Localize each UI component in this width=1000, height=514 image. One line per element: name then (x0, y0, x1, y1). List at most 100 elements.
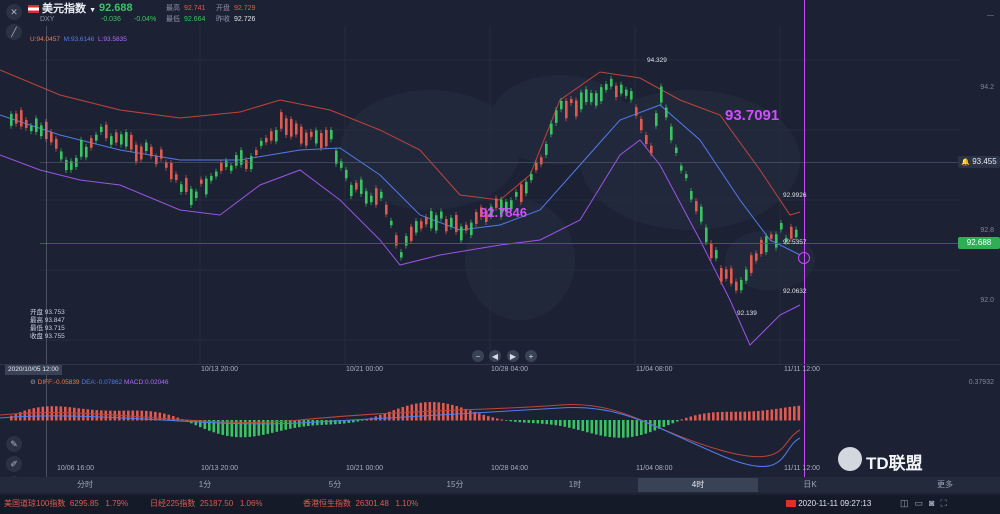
macd-histogram-bar (730, 411, 733, 421)
ticker-name: 香港恒生指数 (303, 499, 351, 508)
bollinger-legend[interactable]: U:94.0457 M:93.6146 L:93.5835 (30, 36, 127, 44)
macd-histogram-bar (284, 420, 288, 430)
tab-timeframe-1min[interactable]: 1分 (198, 480, 212, 489)
bollinger-lower-band (0, 139, 801, 346)
candle-body (55, 138, 58, 149)
fullscreen-icon[interactable]: ⛶ (940, 498, 953, 508)
date-axis-3: 10/21 00:00 (346, 366, 383, 373)
tab-timeframe-5min[interactable]: 5分 (328, 480, 342, 489)
candle-body (335, 150, 338, 164)
ticker-item[interactable]: 香港恒生指数 26301.48 1.10% (303, 497, 418, 511)
macd-histogram-bar (293, 420, 297, 428)
candle-body (210, 175, 213, 181)
candle-body (145, 142, 148, 152)
macd-histogram-bar (28, 409, 31, 421)
close-drawing-icon[interactable]: ✕ (6, 4, 22, 20)
cursor-line-magenta[interactable] (804, 0, 805, 490)
macd-histogram-bar (698, 414, 702, 421)
candle-body (20, 110, 23, 127)
tab-timeframe-daily[interactable]: 日K (803, 480, 817, 489)
status-time: 2020-11-11 09:27:13 (798, 499, 872, 508)
line-tool-icon[interactable]: ╱ (6, 24, 22, 40)
candle-body (440, 211, 443, 219)
tab-timeframe-fenshi[interactable]: 分时 (77, 480, 93, 489)
candle-body (540, 157, 543, 165)
candle-body (285, 118, 288, 135)
candle-body (635, 107, 638, 116)
candle-body (80, 139, 83, 157)
candle-body (410, 226, 413, 241)
candle-body (495, 198, 498, 208)
candle-body (360, 179, 363, 194)
macd-histogram-bar (343, 420, 346, 424)
candle-body (625, 89, 628, 96)
macd-histogram-bar (329, 420, 333, 425)
scroll-right-button[interactable]: ▶ (507, 350, 519, 362)
macd-histogram-bar (41, 406, 45, 421)
window-icon[interactable]: ▭ (914, 498, 930, 508)
macd-histogram-bar (352, 420, 355, 423)
bollinger-upper-band (0, 69, 801, 216)
candle-body (655, 113, 658, 126)
macd-histogram-bar (532, 420, 535, 424)
axis-divider (0, 364, 1000, 365)
watermark-text: TD联盟 (866, 454, 923, 473)
instrument-symbol: DXY (40, 16, 55, 23)
date-axis-6: 11/11 12:00 (784, 366, 820, 373)
ticker-item[interactable]: 日经225指数 25187.50 1.06% (150, 497, 263, 511)
candle-body (660, 86, 663, 103)
candle-body (520, 184, 523, 203)
zoom-in-button[interactable]: + (525, 350, 537, 362)
candle-body (40, 125, 43, 137)
ticker-item[interactable]: 美国道琼100指数 6295.85 1.79% (4, 497, 128, 511)
candle-body (85, 146, 88, 158)
candle-body (265, 137, 268, 143)
macd-dea-line (0, 407, 801, 467)
candle-body (115, 132, 118, 143)
candle-body (700, 206, 703, 222)
zoom-out-button[interactable]: − (472, 350, 484, 362)
macd-histogram-bar (779, 408, 783, 421)
candle-body (665, 107, 668, 118)
tab-timeframe-4h[interactable]: 4时 (638, 478, 758, 492)
instrument-title-group[interactable]: 美元指数 ▼ (28, 3, 96, 17)
macd-histogram-bar (199, 420, 202, 428)
macd-histogram-bar (392, 410, 396, 421)
ticker-price: 25187.50 (199, 499, 234, 508)
ref-line-93455 (40, 162, 960, 163)
macd-histogram-bar (163, 413, 166, 421)
candle-body (345, 169, 348, 179)
candle-body (10, 113, 13, 126)
macd-histogram-bar (73, 407, 76, 421)
price-change-pct: -0.04% (134, 16, 157, 23)
candle-body (370, 195, 373, 203)
macd-histogram-bar (109, 410, 112, 421)
cursor-marker-icon[interactable] (798, 252, 810, 264)
candle-body (605, 84, 608, 90)
candle-body (595, 93, 598, 106)
tab-timeframe-more[interactable]: 更多 (937, 480, 953, 489)
macd-histogram-bar (784, 407, 787, 421)
pencil-icon[interactable]: ✎ (6, 436, 22, 452)
edit-icon[interactable]: ✐ (6, 456, 22, 472)
lower-date-6: 11/11 12:00 (784, 465, 820, 472)
macd-legend[interactable]: ⚙ DIFF:-0.05839 DEA:-0.07862 MACD:0.0204… (30, 379, 168, 387)
macd-histogram-bar (298, 420, 301, 428)
dropdown-icon[interactable]: ▼ (89, 7, 96, 14)
candle-body (15, 113, 18, 124)
lower-date-1: 10/06 16:00 (57, 465, 94, 472)
macd-histogram-bar (716, 412, 720, 421)
macd-histogram-bar (545, 420, 549, 425)
camera-icon[interactable]: ◫ (900, 498, 915, 508)
price-tag-alert[interactable]: 🔔 93.455 (958, 156, 1000, 168)
settings-icon[interactable]: ⚙ (30, 379, 36, 386)
candle-body (395, 235, 398, 246)
tab-timeframe-15min[interactable]: 15分 (446, 480, 464, 489)
high-value: 92.741 (184, 5, 206, 12)
candle-body (490, 206, 493, 217)
tab-timeframe-1h[interactable]: 1时 (568, 480, 582, 489)
scroll-left-button[interactable]: ◀ (489, 350, 501, 362)
date-axis-5: 11/04 08:00 (636, 366, 673, 373)
lock-icon[interactable]: ◙ (929, 498, 941, 508)
